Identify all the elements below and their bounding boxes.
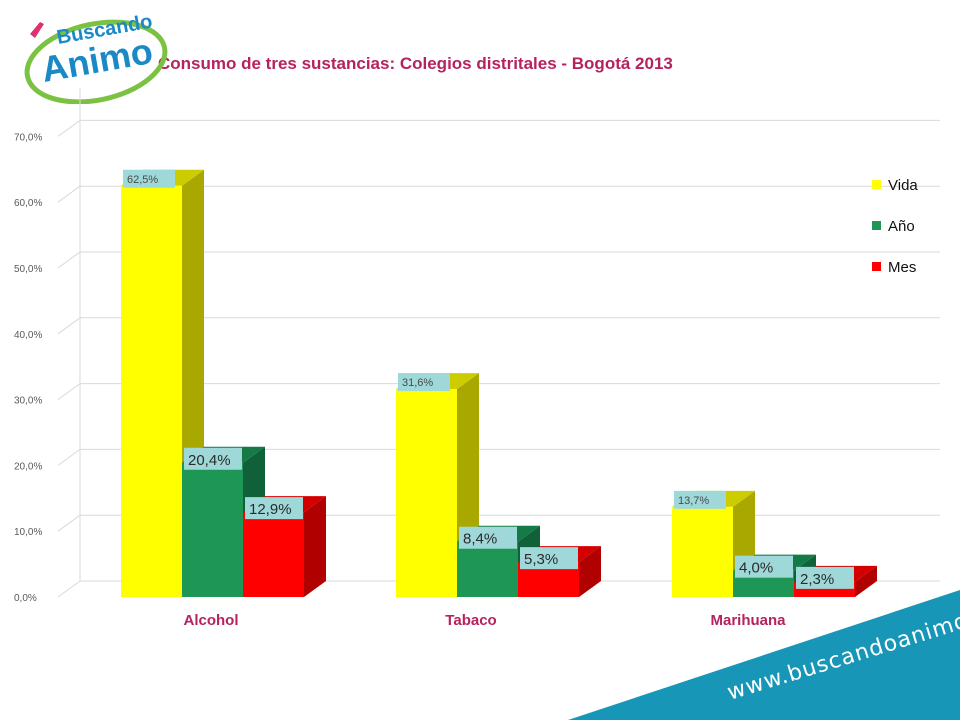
bar-side [579,546,601,597]
y-tick-label: 30,0% [14,396,42,407]
bar-mes-alcohol: 12,9% [243,496,326,597]
legend-item-año: Año [872,218,915,235]
legend: Vida Año Mes [872,177,918,276]
gridline-diagonal [57,514,81,532]
gridline-diagonal [57,185,81,203]
y-tick-label: 40,0% [14,330,42,341]
buscando-animo-logo: Buscando Animo [24,14,168,104]
y-tick-label: 50,0% [14,264,42,275]
gridline-diagonal [57,448,81,466]
data-label: 2,3% [800,571,834,588]
data-label-bg [123,169,175,188]
data-label-bg [398,373,450,392]
data-label-bg [520,547,578,570]
bar-año-tabaco: 8,4% [457,525,540,597]
data-label: 4,0% [739,560,773,577]
y-tick-label: 10,0% [14,527,42,538]
bar-front [121,185,182,597]
chart-title: Consumo de tres sustancias: Colegios dis… [158,54,673,73]
logo-swoosh-green [24,19,168,104]
y-tick-label: 70,0% [14,132,42,143]
bar-mes-marihuana: 2,3% [794,565,877,597]
bar-side [304,496,326,597]
data-label: 8,4% [463,531,497,548]
gridline-diagonal [57,119,81,137]
y-tick-label: 60,0% [14,198,42,209]
bar-front [672,506,733,597]
gridline-diagonal [57,580,81,598]
legend-item-mes: Mes [872,259,916,276]
category-labels: Alcohol Tabaco Marihuana [184,612,787,629]
legend-swatch [872,221,881,230]
category-label: Marihuana [710,612,786,629]
logo-apostrophe [30,22,44,38]
gridline-diagonal [57,317,81,335]
bar-front [457,541,518,597]
legend-item-vida: Vida [872,177,918,194]
category-label: Alcohol [184,612,239,629]
category-label: Tabaco [445,612,496,629]
data-label-bg [674,490,726,509]
bar-vida-alcohol: 62,5% [121,169,204,597]
y-tick-label: 0,0% [14,593,37,604]
data-label: 62,5% [127,174,158,186]
data-label-bg [735,555,793,578]
data-label: 12,9% [249,501,292,518]
bar-mes-tabaco: 5,3% [518,546,601,597]
bars: 62,5% 20,4% 12,9% 31,6% 8,4% 5,3% 13,7% 4,0% 2,3… [121,169,877,597]
data-label: 31,6% [402,377,433,389]
data-label: 20,4% [188,452,231,469]
y-tick-label: 20,0% [14,461,42,472]
legend-swatch [872,180,881,189]
data-label-bg [184,447,242,470]
data-label-bg [796,566,854,589]
bar-side [855,565,877,597]
bar-front [182,462,243,597]
bar-front [243,512,304,597]
legend-label: Vida [888,177,918,194]
gridline-diagonal [57,251,81,269]
data-label: 13,7% [678,495,709,507]
legend-label: Mes [888,259,916,276]
legend-swatch [872,262,881,271]
data-label: 5,3% [524,551,558,568]
data-label-bg [459,526,517,549]
y-axis: 0,0% 10,0% 20,0% 30,0% 40,0% 50,0% 60,0% 70,0% [14,132,42,604]
data-label-bg [245,497,303,520]
gridline-diagonal [57,383,81,401]
bar-front [396,389,457,597]
legend-label: Año [888,218,915,235]
